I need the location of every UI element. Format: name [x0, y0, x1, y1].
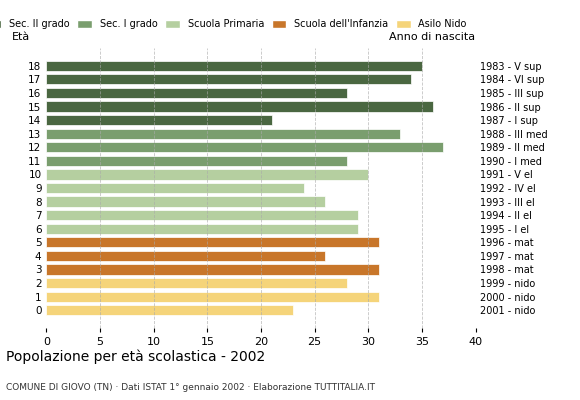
Bar — [46, 61, 422, 71]
Bar — [46, 251, 325, 261]
Bar — [46, 210, 357, 220]
Bar — [46, 196, 325, 207]
Bar — [46, 142, 443, 152]
Bar — [46, 224, 357, 234]
Text: Popolazione per età scolastica - 2002: Popolazione per età scolastica - 2002 — [6, 350, 265, 364]
Bar — [46, 74, 411, 84]
Bar — [46, 102, 433, 112]
Bar — [46, 115, 271, 125]
Bar — [46, 264, 379, 274]
Bar — [46, 88, 347, 98]
Text: Età: Età — [12, 32, 30, 42]
Bar — [46, 305, 293, 315]
Bar — [46, 278, 347, 288]
Bar — [46, 156, 347, 166]
Text: Anno di nascita: Anno di nascita — [390, 32, 476, 42]
Bar — [46, 237, 379, 247]
Bar — [46, 169, 368, 180]
Bar — [46, 292, 379, 302]
Legend: Sec. II grado, Sec. I grado, Scuola Primaria, Scuola dell'Infanzia, Asilo Nido: Sec. II grado, Sec. I grado, Scuola Prim… — [0, 19, 467, 29]
Bar — [46, 183, 304, 193]
Bar — [46, 129, 400, 139]
Text: COMUNE DI GIOVO (TN) · Dati ISTAT 1° gennaio 2002 · Elaborazione TUTTITALIA.IT: COMUNE DI GIOVO (TN) · Dati ISTAT 1° gen… — [6, 383, 375, 392]
